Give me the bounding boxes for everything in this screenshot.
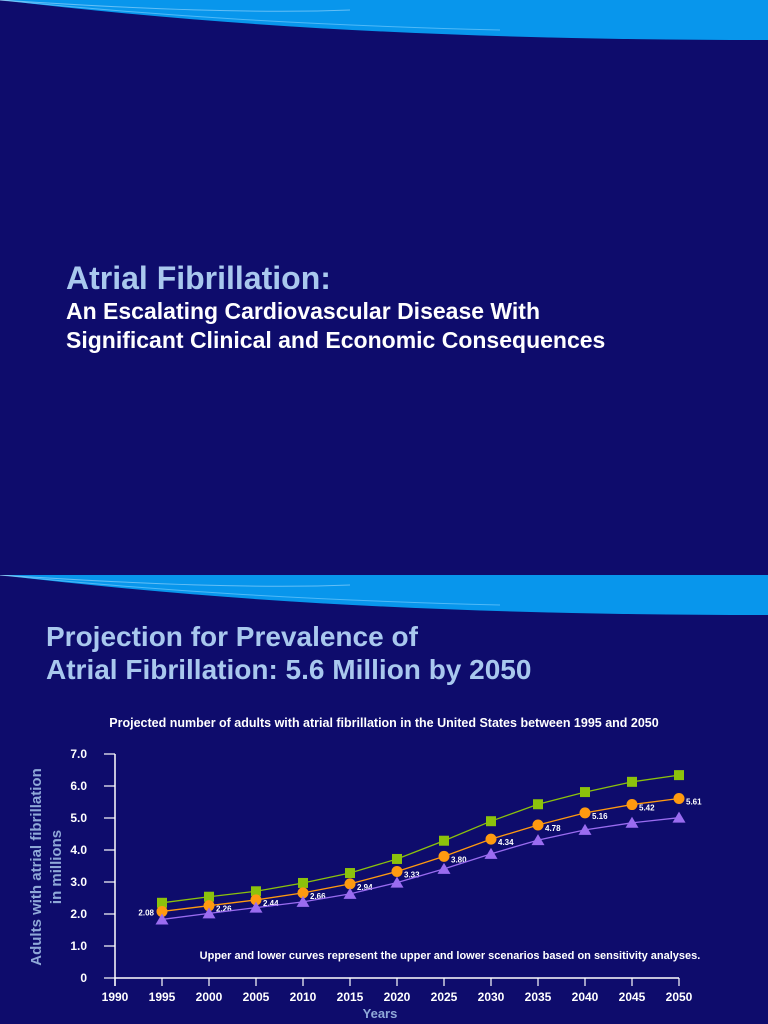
x-tick-label: 2020	[384, 990, 411, 1004]
data-point-circle	[626, 799, 638, 811]
subtitle-line-2: Significant Clinical and Economic Conseq…	[66, 327, 606, 353]
x-tick-label: 2050	[666, 990, 693, 1004]
series-line-triangle	[161, 817, 680, 921]
data-label: 2.94	[357, 883, 373, 892]
subtitle-line-1: An Escalating Cardiovascular Disease Wit…	[66, 298, 541, 324]
x-tick-label: 2005	[243, 990, 270, 1004]
data-label: 4.34	[498, 838, 514, 847]
data-point-square	[204, 891, 214, 902]
data-point-square	[157, 897, 167, 908]
chart-title: Projected number of adults with atrial f…	[109, 716, 659, 730]
y-tick-label: 7.0	[70, 747, 87, 761]
data-point-circle	[391, 865, 403, 877]
data-point-square	[298, 877, 308, 888]
data-point-circle	[485, 833, 497, 845]
y-tick-label: 6.0	[70, 779, 87, 793]
data-point-circle	[532, 819, 544, 831]
x-tick-label: 2030	[478, 990, 505, 1004]
x-tick-label: 2015	[337, 990, 364, 1004]
data-label: 4.78	[545, 824, 561, 833]
series-line-square	[161, 774, 680, 904]
data-label: 2.26	[216, 905, 232, 914]
y-axis-label-2: in millions	[48, 830, 65, 904]
data-label: 2.44	[263, 899, 279, 908]
data-point-circle	[156, 905, 168, 917]
annotation: Upper and lower curves represent the upp…	[200, 950, 701, 962]
slide-title-heading: Atrial Fibrillation:	[66, 260, 331, 296]
heading-line-2: Atrial Fibrillation: 5.6 Million by 2050	[46, 654, 532, 685]
data-point-triangle	[202, 907, 216, 919]
data-label: 2.66	[310, 892, 326, 901]
data-point-triangle	[625, 816, 639, 828]
data-label: 5.61	[686, 797, 702, 806]
slide-subtitle: An Escalating Cardiovascular Disease Wit…	[66, 297, 605, 355]
data-point-square	[251, 886, 261, 897]
data-point-square	[533, 799, 543, 810]
header-swoosh	[0, 575, 768, 615]
data-point-circle	[297, 887, 309, 899]
data-point-triangle	[296, 895, 310, 907]
slide-projection: Projection for Prevalence of Atrial Fibr…	[0, 575, 768, 1024]
data-point-triangle	[249, 901, 263, 913]
y-tick-label: 3.0	[70, 875, 87, 889]
x-tick-label: 1995	[149, 990, 176, 1004]
data-point-square	[392, 853, 402, 864]
y-tick-label: 1.0	[70, 939, 87, 953]
data-point-square	[580, 787, 590, 798]
y-tick-label: 4.0	[70, 843, 87, 857]
data-point-triangle	[390, 876, 404, 888]
slide-title: Atrial Fibrillation: An Escalating Cardi…	[0, 0, 768, 355]
data-point-square	[486, 816, 496, 827]
data-point-triangle	[578, 823, 592, 835]
x-tick-label: 2035	[525, 990, 552, 1004]
data-point-circle	[579, 807, 591, 819]
data-point-triangle	[484, 847, 498, 859]
slide-heading: Projection for Prevalence of Atrial Fibr…	[46, 620, 531, 686]
data-point-circle	[344, 878, 356, 890]
data-point-triangle	[343, 887, 357, 899]
x-axis-label: Years	[363, 1006, 398, 1021]
x-tick-label: 2045	[619, 990, 646, 1004]
data-label: 5.16	[592, 812, 608, 821]
data-point-square	[674, 770, 684, 781]
y-tick-label: 0	[80, 971, 87, 985]
y-tick-label: 5.0	[70, 811, 87, 825]
data-point-circle	[438, 850, 450, 862]
x-tick-label: 2025	[431, 990, 458, 1004]
y-axis-label: Adults with atrial fibrillation	[28, 768, 45, 966]
x-tick-label: 2040	[572, 990, 599, 1004]
data-label: 3.33	[404, 870, 420, 879]
line-chart: 0 1.0 2.0 3.0 4.0 5.0 6.0 7.0 1990 1995 2000 2005 20…	[28, 747, 702, 1021]
data-point-circle	[203, 900, 215, 912]
data-label: 3.80	[451, 855, 467, 864]
data-point-triangle	[155, 913, 169, 925]
data-point-circle	[673, 792, 685, 804]
x-tick-label: 2010	[290, 990, 317, 1004]
data-point-square	[627, 776, 637, 787]
data-label: 5.42	[639, 804, 655, 813]
x-tick-label: 2000	[196, 990, 223, 1004]
data-point-triangle	[531, 834, 545, 846]
series-line-circle	[161, 797, 680, 913]
data-point-triangle	[672, 811, 686, 823]
data-point-triangle	[437, 862, 451, 874]
heading-line-1: Projection for Prevalence of	[46, 621, 418, 652]
y-tick-label: 2.0	[70, 907, 87, 921]
data-label: 2.08	[138, 908, 154, 917]
x-tick-label: 1990	[102, 990, 129, 1004]
data-point-square	[345, 868, 355, 879]
header-swoosh	[0, 0, 768, 40]
data-point-square	[439, 835, 449, 846]
data-point-circle	[250, 894, 262, 906]
